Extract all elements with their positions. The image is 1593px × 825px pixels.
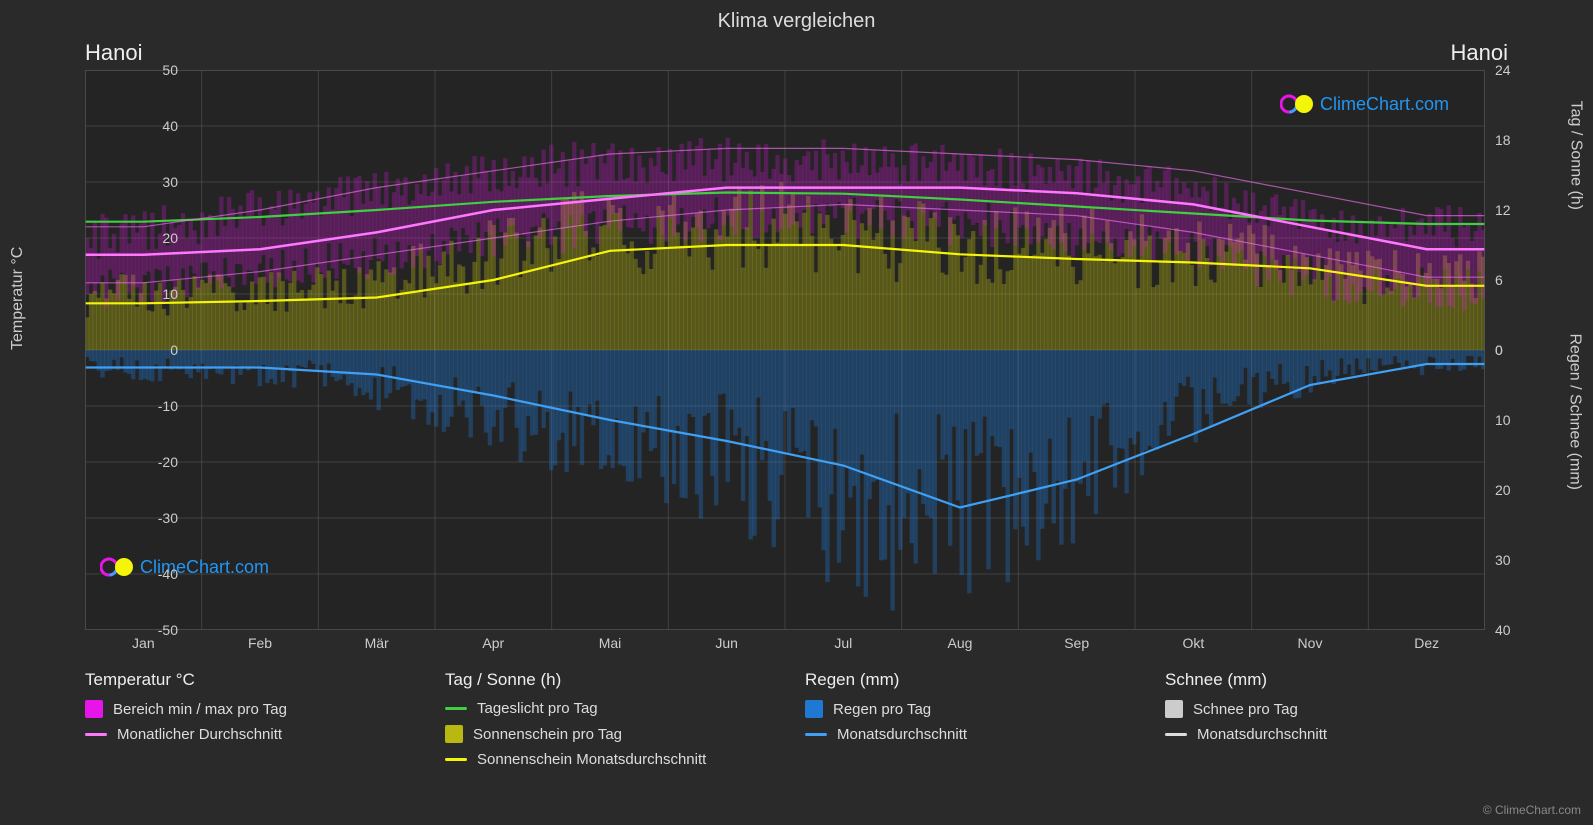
tick-left: 50 [162, 62, 178, 78]
tick-x: Sep [1064, 635, 1089, 651]
legend-label: Sonnenschein Monatsdurchschnitt [477, 751, 706, 768]
swatch-rain-line [805, 733, 827, 736]
tick-left: 0 [170, 342, 178, 358]
tick-x: Apr [482, 635, 504, 651]
tick-left: -30 [158, 510, 178, 526]
legend-label: Monatsdurchschnitt [1197, 726, 1327, 743]
swatch-daylight [445, 707, 467, 710]
credit: © ClimeChart.com [1483, 803, 1581, 817]
tick-right: 0 [1495, 342, 1503, 358]
brand-text-top: ClimeChart.com [1320, 94, 1449, 115]
tick-x: Feb [248, 635, 272, 651]
legend-head-snow: Schnee (mm) [1165, 670, 1485, 690]
chart-title: Klima vergleichen [0, 0, 1593, 33]
tick-left: 30 [162, 174, 178, 190]
location-left: Hanoi [85, 40, 142, 66]
tick-x: Dez [1414, 635, 1439, 651]
tick-x: Mär [365, 635, 389, 651]
swatch-temp-range [85, 700, 103, 718]
tick-right: 10 [1495, 412, 1511, 428]
tick-x: Aug [948, 635, 973, 651]
legend-item-snow-bar: Schnee pro Tag [1165, 700, 1485, 718]
legend-item-sunshine-bar: Sonnenschein pro Tag [445, 725, 765, 743]
tick-right: 24 [1495, 62, 1511, 78]
tick-x: Jun [715, 635, 738, 651]
legend-label: Sonnenschein pro Tag [473, 726, 622, 743]
tick-right: 18 [1495, 132, 1511, 148]
chart-container: Klima vergleichen Hanoi Hanoi Temperatur… [0, 0, 1593, 825]
swatch-temp-avg [85, 733, 107, 736]
legend-item-sunshine-line: Sonnenschein Monatsdurchschnitt [445, 751, 765, 768]
legend-item-snow-line: Monatsdurchschnitt [1165, 726, 1485, 743]
tick-x: Jul [834, 635, 852, 651]
legend-label: Monatlicher Durchschnitt [117, 726, 282, 743]
tick-right: 20 [1495, 482, 1511, 498]
tick-left: 20 [162, 230, 178, 246]
legend-item-temp-avg: Monatlicher Durchschnitt [85, 726, 405, 743]
tick-right: 12 [1495, 202, 1511, 218]
tick-x: Mai [599, 635, 622, 651]
legend-head-sun: Tag / Sonne (h) [445, 670, 765, 690]
tick-x: Okt [1182, 635, 1204, 651]
y-axis-right-top-label: Tag / Sonne (h) [1566, 101, 1584, 210]
brand-bottom: ClimeChart.com [100, 555, 269, 579]
legend-col-temp: Temperatur °C Bereich min / max pro Tag … [85, 670, 405, 776]
tick-left: -10 [158, 398, 178, 414]
brand-logo-icon [1280, 92, 1314, 116]
legend-label: Regen pro Tag [833, 701, 931, 718]
swatch-sunshine-bar [445, 725, 463, 743]
swatch-rain-bar [805, 700, 823, 718]
brand-logo-icon [100, 555, 134, 579]
tick-x: Nov [1298, 635, 1323, 651]
legend-label: Schnee pro Tag [1193, 701, 1298, 718]
tick-right: 40 [1495, 622, 1511, 638]
swatch-snow-line [1165, 733, 1187, 736]
brand-top: ClimeChart.com [1280, 92, 1449, 116]
tick-left: -20 [158, 454, 178, 470]
tick-left: -40 [158, 566, 178, 582]
tick-right: 6 [1495, 272, 1503, 288]
legend-label: Bereich min / max pro Tag [113, 701, 287, 718]
tick-left: 40 [162, 118, 178, 134]
legend-head-temp: Temperatur °C [85, 670, 405, 690]
legend-col-sun: Tag / Sonne (h) Tageslicht pro Tag Sonne… [445, 670, 765, 776]
y-axis-left-label: Temperatur °C [9, 247, 27, 350]
legend-item-rain-bar: Regen pro Tag [805, 700, 1125, 718]
legend: Temperatur °C Bereich min / max pro Tag … [85, 670, 1485, 776]
chart-plot-area [85, 70, 1485, 630]
legend-item-temp-range: Bereich min / max pro Tag [85, 700, 405, 718]
swatch-sunshine-line [445, 758, 467, 761]
chart-svg [85, 70, 1485, 630]
legend-col-snow: Schnee (mm) Schnee pro Tag Monatsdurchsc… [1165, 670, 1485, 776]
legend-item-daylight: Tageslicht pro Tag [445, 700, 765, 717]
tick-left: -50 [158, 622, 178, 638]
swatch-snow-bar [1165, 700, 1183, 718]
tick-right: 30 [1495, 552, 1511, 568]
tick-x: Jan [132, 635, 155, 651]
legend-label: Monatsdurchschnitt [837, 726, 967, 743]
legend-head-rain: Regen (mm) [805, 670, 1125, 690]
y-axis-right-bot-label: Regen / Schnee (mm) [1566, 333, 1584, 490]
legend-label: Tageslicht pro Tag [477, 700, 598, 717]
legend-item-rain-line: Monatsdurchschnitt [805, 726, 1125, 743]
tick-left: 10 [162, 286, 178, 302]
legend-col-rain: Regen (mm) Regen pro Tag Monatsdurchschn… [805, 670, 1125, 776]
